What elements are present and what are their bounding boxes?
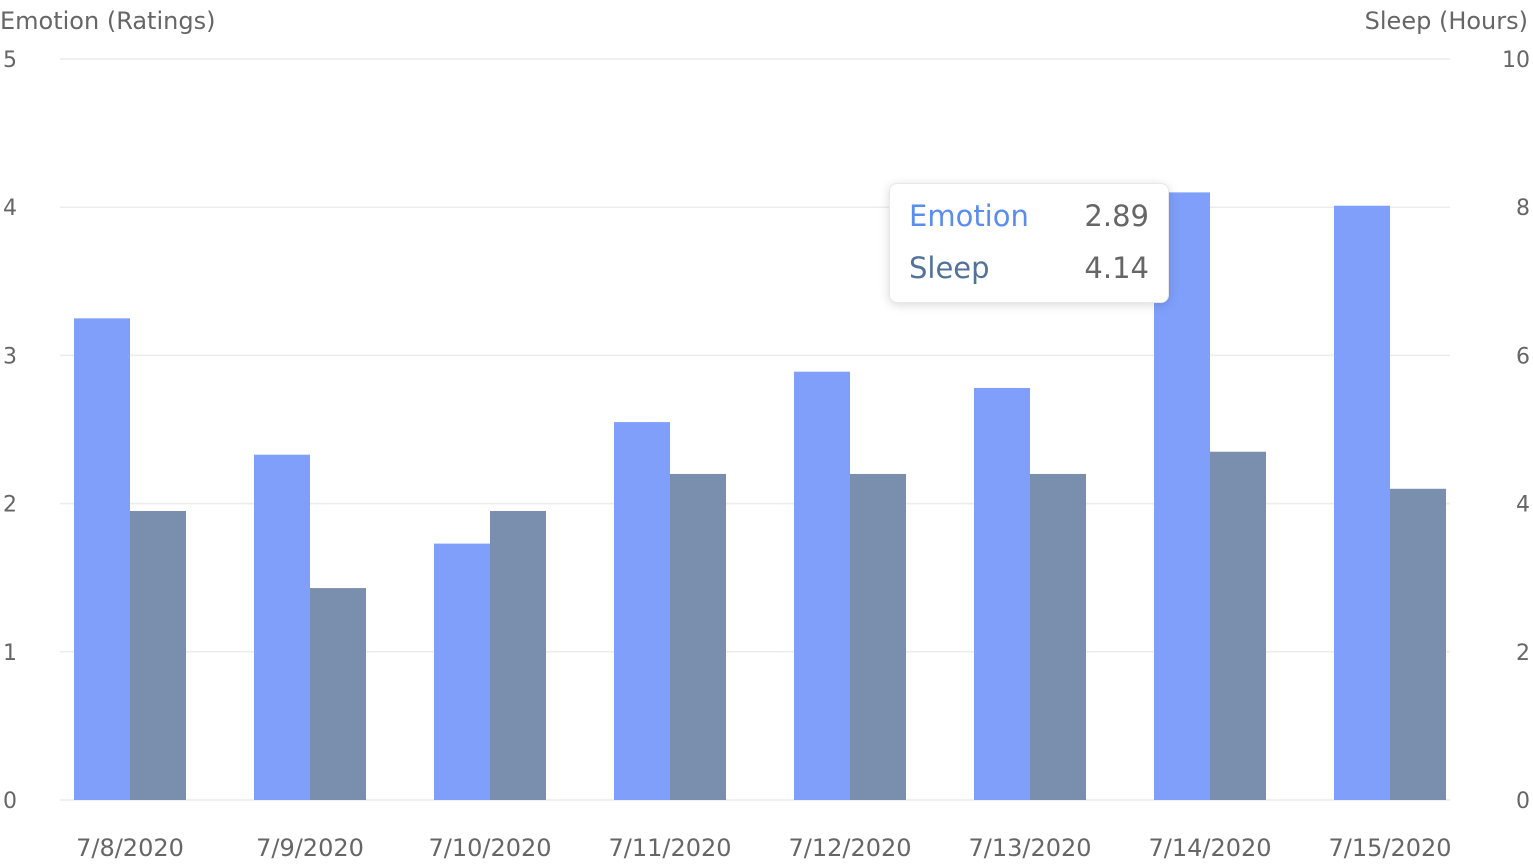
y-axis-right-ticks: 0 2 4 6 8 10 bbox=[1502, 48, 1530, 814]
y-tick-left-label: 5 bbox=[3, 48, 17, 73]
chart-tooltip: Emotion 2.89 Sleep 4.14 bbox=[889, 183, 1169, 303]
tooltip-label-emotion: Emotion bbox=[909, 199, 1029, 233]
x-tick-label: 7/11/2020 bbox=[608, 834, 731, 862]
y-tick-left-label: 4 bbox=[3, 196, 17, 221]
y-axis-left-title: Emotion (Ratings) bbox=[0, 7, 215, 35]
y-axis-right-title: Sleep (Hours) bbox=[1365, 7, 1528, 35]
y-tick-right-label: 0 bbox=[1516, 789, 1530, 814]
y-tick-right-label: 2 bbox=[1516, 641, 1530, 666]
x-tick-label: 7/8/2020 bbox=[76, 834, 184, 862]
y-tick-right-label: 10 bbox=[1502, 48, 1530, 73]
x-tick-label: 7/9/2020 bbox=[256, 834, 364, 862]
bar-sleep bbox=[490, 511, 546, 800]
y-tick-right-label: 4 bbox=[1516, 493, 1530, 518]
bar-emotion bbox=[614, 422, 670, 800]
bar-sleep bbox=[1030, 473, 1086, 800]
bar-sleep bbox=[670, 473, 726, 800]
bar-emotion bbox=[434, 543, 490, 800]
tooltip-row-emotion: Emotion 2.89 bbox=[909, 196, 1149, 236]
bar-sleep bbox=[1390, 488, 1446, 800]
y-tick-right-label: 6 bbox=[1516, 344, 1530, 369]
x-tick-label: 7/14/2020 bbox=[1148, 834, 1271, 862]
bar-sleep bbox=[850, 473, 906, 800]
bar-emotion bbox=[1334, 205, 1390, 800]
y-tick-left-label: 3 bbox=[3, 344, 17, 369]
x-tick-label: 7/15/2020 bbox=[1328, 834, 1451, 862]
x-tick-label: 7/10/2020 bbox=[428, 834, 551, 862]
bar-emotion bbox=[794, 371, 850, 800]
tooltip-value-sleep: 4.14 bbox=[1084, 251, 1149, 285]
bar-emotion bbox=[74, 318, 130, 800]
tooltip-row-sleep: Sleep 4.14 bbox=[909, 248, 1149, 288]
bar-emotion bbox=[974, 388, 1030, 800]
y-tick-right-label: 8 bbox=[1516, 196, 1530, 221]
bar-emotion bbox=[254, 454, 310, 800]
bar-marks bbox=[74, 192, 1446, 800]
bar-sleep bbox=[130, 511, 186, 800]
x-axis-ticks: 7/8/2020 7/9/2020 7/10/2020 7/11/2020 7/12/2… bbox=[76, 834, 1451, 862]
bar-sleep bbox=[1210, 451, 1266, 800]
bar-sleep bbox=[310, 588, 366, 800]
tooltip-value-emotion: 2.89 bbox=[1084, 199, 1149, 233]
y-axis-left-ticks: 0 1 2 3 4 5 bbox=[3, 48, 17, 814]
y-tick-left-label: 2 bbox=[3, 493, 17, 518]
tooltip-label-sleep: Sleep bbox=[909, 251, 990, 285]
y-tick-left-label: 1 bbox=[3, 641, 17, 666]
y-tick-left-label: 0 bbox=[3, 789, 17, 814]
x-tick-label: 7/13/2020 bbox=[968, 834, 1091, 862]
x-tick-label: 7/12/2020 bbox=[788, 834, 911, 862]
